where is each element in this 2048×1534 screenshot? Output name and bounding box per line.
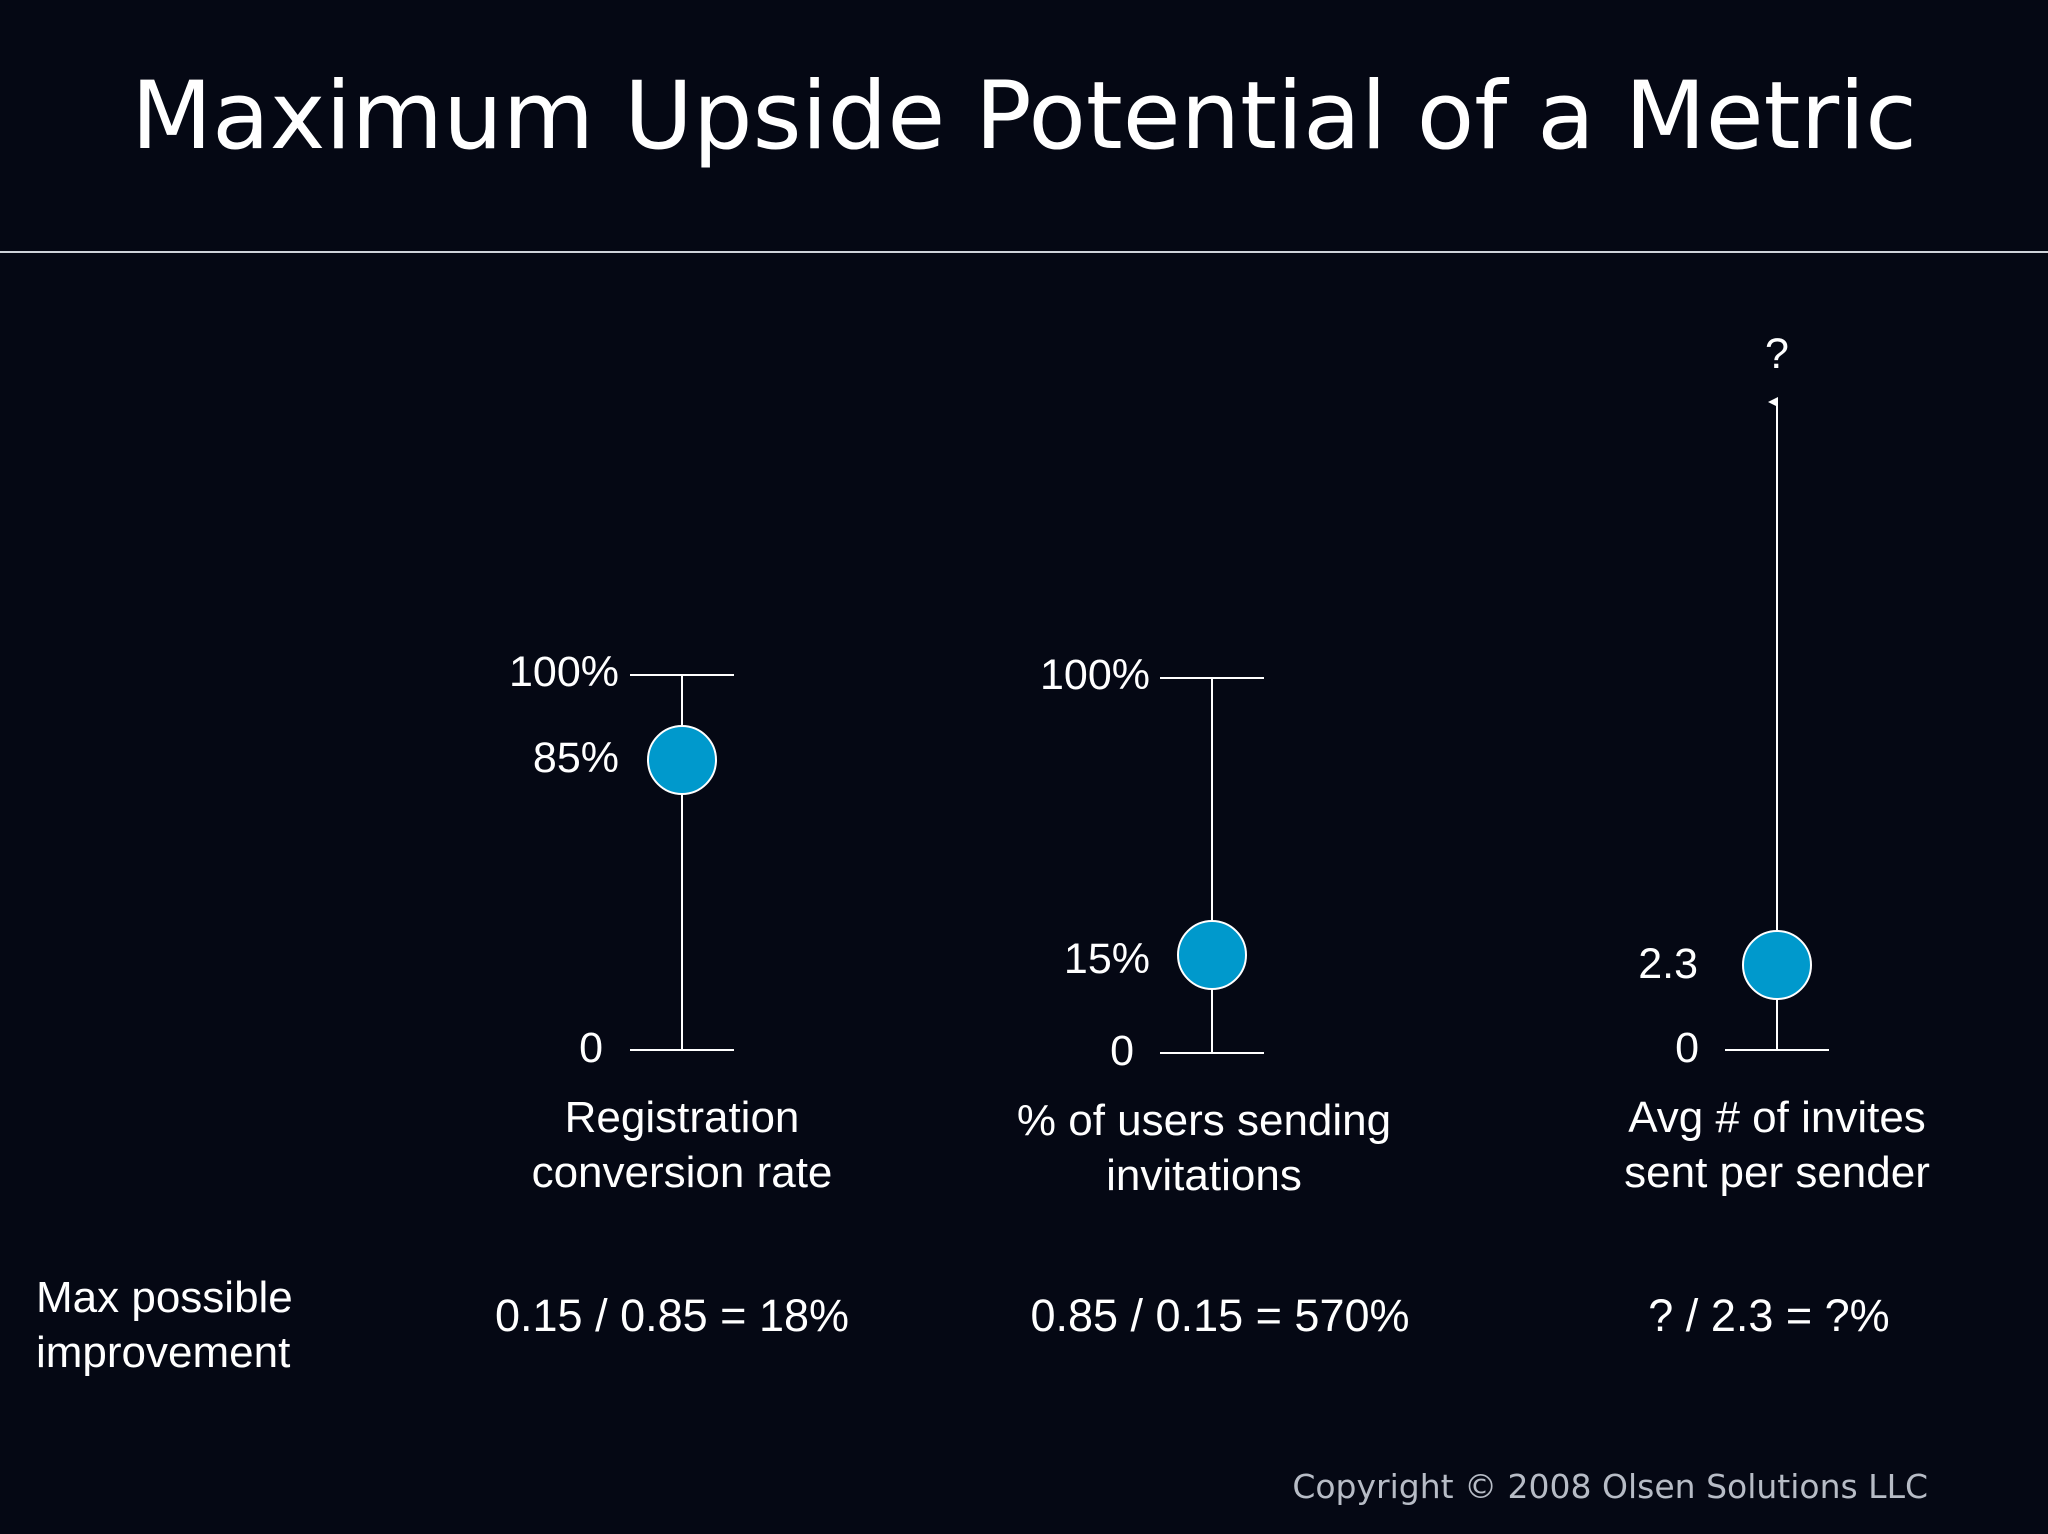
metric-3-name-line1: Avg # of invites	[1628, 1093, 1926, 1142]
metric-1-formula: 0.15 / 0.85 = 18%	[494, 1290, 850, 1341]
metric-1-name-line2: conversion rate	[531, 1148, 833, 1197]
metric-1-name: Registration conversion rate	[442, 1090, 922, 1200]
metric-3-top-label: ?	[1765, 330, 1789, 378]
metric-1-top-label: 100%	[509, 648, 619, 696]
metric-2-name-line2: invitations	[1106, 1151, 1302, 1200]
metric-2-top-label: 100%	[1040, 651, 1150, 699]
improvement-label-line2: improvement	[36, 1328, 291, 1377]
metric-3-formula: ? / 2.3 = ?%	[1648, 1290, 1890, 1341]
metric-2-formula: 0.85 / 0.15 = 570%	[1030, 1290, 1410, 1341]
metric-3-bottom-label: 0	[1675, 1024, 1699, 1072]
metric-2-bottom-label: 0	[1110, 1027, 1134, 1075]
metric-3-name-line2: sent per sender	[1624, 1148, 1930, 1197]
improvement-row-label: Max possible improvement	[36, 1270, 293, 1380]
metric-1-value-label: 85%	[532, 734, 619, 782]
metric-2-name-line1: % of users sending	[1016, 1096, 1392, 1145]
metric-2-scale	[1160, 677, 1264, 1054]
metric-2-name: % of users sending invitations	[964, 1093, 1444, 1203]
metric-3-name: Avg # of invites sent per sender	[1537, 1090, 2017, 1200]
copyright-notice: Copyright © 2008 Olsen Solutions LLC	[1292, 1467, 1928, 1506]
metric-1-bottom-label: 0	[579, 1024, 603, 1072]
title-divider	[0, 251, 2048, 253]
metric-3-value-label: 2.3	[1638, 940, 1698, 988]
metric-2-value-label: 15%	[1063, 935, 1150, 983]
metric-1-name-line1: Registration	[564, 1093, 800, 1142]
metric-1-value-marker	[647, 725, 717, 795]
page-title: Maximum Upside Potential of a Metric	[131, 62, 1917, 171]
metric-3-value-marker	[1742, 930, 1812, 1000]
metric-3-scale	[1725, 397, 1829, 1051]
metric-2-value-marker	[1177, 920, 1247, 990]
metric-1-scale	[630, 674, 734, 1051]
improvement-label-line1: Max possible	[36, 1273, 293, 1322]
